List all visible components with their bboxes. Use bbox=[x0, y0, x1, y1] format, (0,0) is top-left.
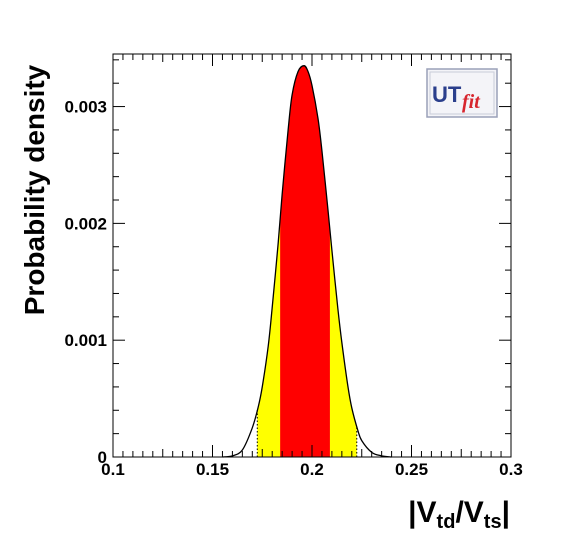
utfit-logo: UT fit bbox=[426, 68, 498, 118]
x-label-sub1: td bbox=[437, 511, 456, 533]
logo-sub-text: fit bbox=[462, 91, 481, 113]
logo-frame bbox=[426, 68, 498, 118]
y-tick-label: 0 bbox=[98, 448, 107, 467]
x-axis-label: |Vtd/Vts| bbox=[408, 496, 510, 533]
x-tick-label: 0.15 bbox=[196, 460, 229, 479]
y-axis-label: Probability density bbox=[19, 64, 50, 315]
y-tick-label: 0.003 bbox=[64, 98, 107, 117]
interval-fills bbox=[256, 65, 358, 457]
logo-main-text: UT bbox=[432, 82, 462, 107]
y-tick-label: 0.002 bbox=[64, 214, 107, 233]
logo-inner-frame bbox=[429, 71, 495, 115]
ticks: 0.1 0.15 0.2 0.25 0.3 0 0.001 0.002 0.003 bbox=[64, 54, 523, 479]
x-tick-label: 0.2 bbox=[300, 460, 324, 479]
curve-layer bbox=[222, 65, 392, 458]
density-curve bbox=[222, 65, 392, 458]
x-label-pre: |V bbox=[408, 496, 436, 529]
x-label-mid: /V bbox=[455, 496, 483, 529]
interval-fill-68pct bbox=[280, 65, 330, 457]
y-tick-label: 0.001 bbox=[64, 331, 107, 350]
x-label-sub2: ts bbox=[484, 511, 502, 533]
x-label-post: | bbox=[502, 496, 510, 529]
x-tick-label: 0.1 bbox=[101, 460, 125, 479]
x-tick-label: 0.3 bbox=[499, 460, 523, 479]
x-tick-label: 0.25 bbox=[395, 460, 428, 479]
